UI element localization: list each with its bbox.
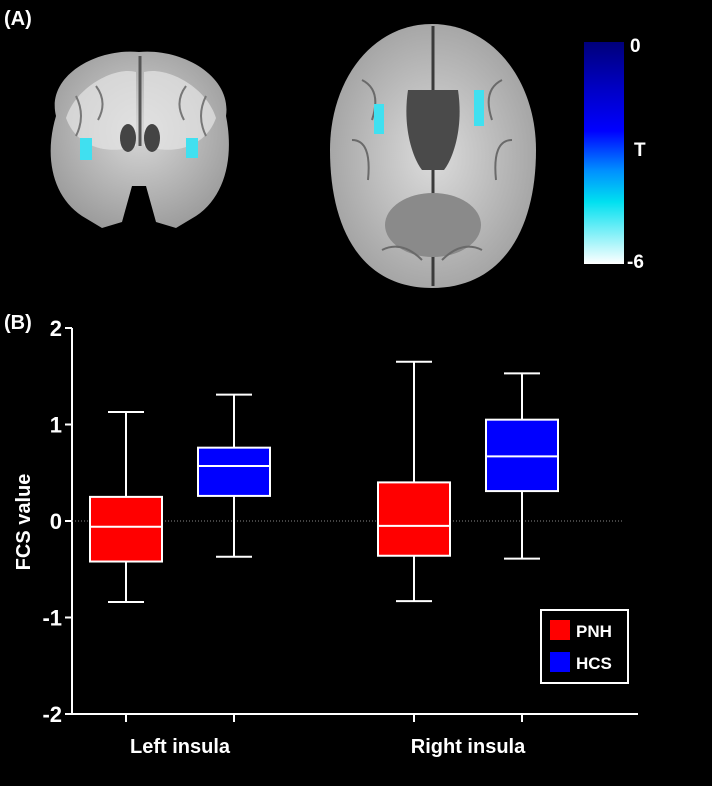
x-category-label: Left insula: [130, 736, 231, 758]
y-tick-label: -1: [42, 606, 62, 631]
y-tick-label: 0: [50, 509, 62, 534]
box-iqr: [377, 481, 451, 557]
panel-label-a: (A): [4, 8, 32, 30]
colorbar-min-label: -6: [627, 252, 644, 273]
legend-swatch-pnh: [550, 620, 570, 640]
y-tick-label: 1: [50, 413, 62, 438]
box-iqr: [89, 495, 163, 563]
legend-label-pnh: PNH: [576, 622, 612, 641]
box-pnh-0: [89, 410, 163, 604]
y-axis-label: FCS value: [13, 474, 35, 571]
legend-label-hcs: HCS: [576, 654, 612, 673]
activation-right: [474, 90, 484, 126]
box-hcs-1: [485, 372, 559, 560]
box-hcs-0: [197, 393, 271, 558]
colorbar: [584, 42, 624, 264]
axial-brain-slice: [330, 24, 536, 288]
x-category-label: Right insula: [411, 736, 526, 758]
y-tick-label: -2: [42, 702, 62, 727]
legend: PNH HCS: [540, 609, 629, 684]
colorbar-max-label: 0: [630, 36, 641, 57]
box-iqr: [197, 446, 271, 497]
box-pnh-1: [377, 360, 451, 603]
activation-left: [80, 138, 92, 160]
activation-right: [186, 138, 198, 158]
coronal-brain-slice: [50, 51, 229, 228]
panel-label-b: (B): [4, 312, 32, 334]
activation-left: [374, 104, 384, 134]
box-plot-chart: -2 -1 0 1 2 Left insula Right insula FCS value…: [13, 316, 638, 758]
legend-swatch-hcs: [550, 652, 570, 672]
y-tick-label: 2: [50, 316, 62, 341]
colorbar-title: T: [634, 140, 646, 161]
